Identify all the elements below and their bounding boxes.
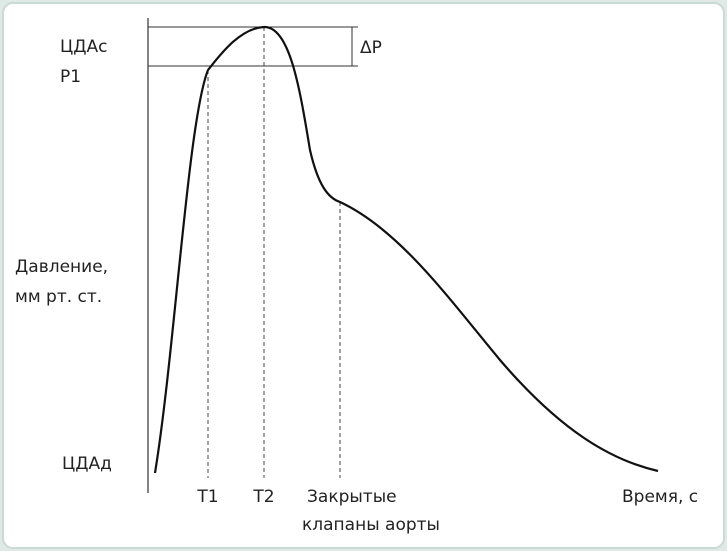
y-axis-label: Давление, xyxy=(15,257,108,277)
x-axis-label: Время, с xyxy=(622,487,698,507)
p1-label: P1 xyxy=(60,67,81,87)
dbp-label: ЦДАд xyxy=(62,454,112,474)
valves-label: Закрытые xyxy=(307,487,397,507)
y-axis-label: мм рт. ст. xyxy=(15,287,102,307)
t1-label: T1 xyxy=(196,487,218,507)
sbp-label: ЦДАс xyxy=(60,37,107,57)
valves-label: клапаны аорты xyxy=(302,515,440,535)
pressure-curve xyxy=(153,25,659,474)
delta-label: ΔP xyxy=(360,38,382,58)
t2-label: T2 xyxy=(252,487,274,507)
